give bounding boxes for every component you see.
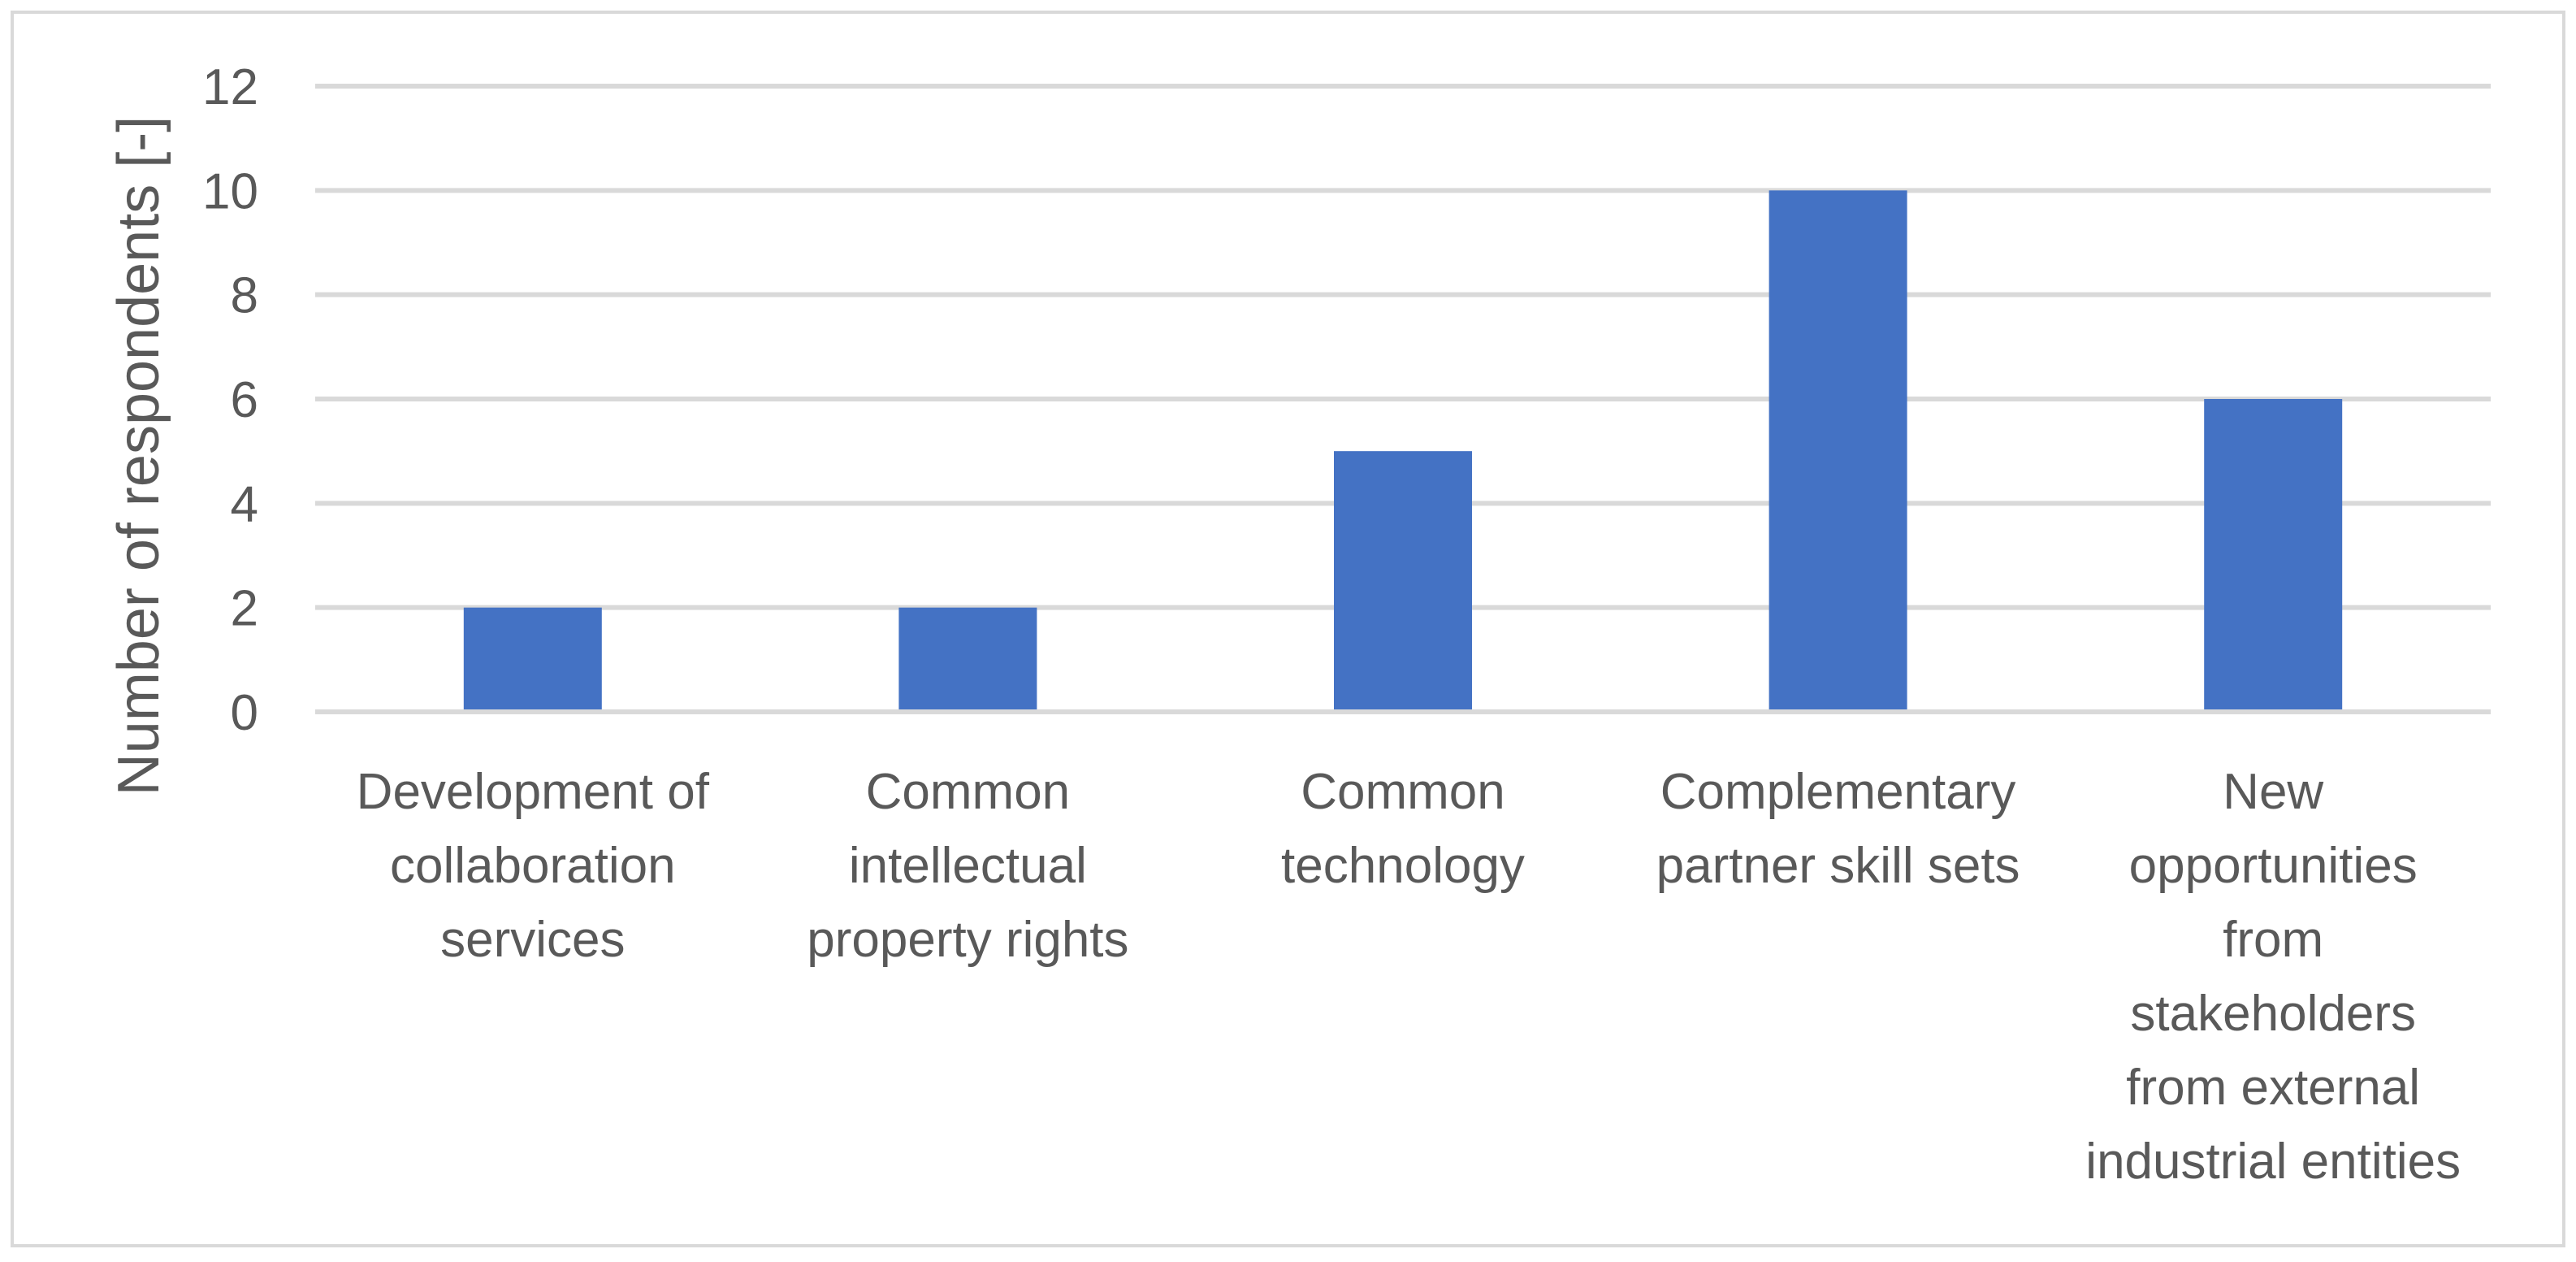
bar — [1769, 190, 1907, 713]
x-tick-label-line: from — [2223, 912, 2323, 968]
x-tick-labels: Development of collaboration services Commo… — [357, 764, 2461, 1190]
x-tick-label-line: partner skill sets — [1656, 838, 2020, 894]
x-tick-label-line: collaboration — [390, 838, 676, 894]
x-tick-label-line: Complementary — [1660, 764, 2016, 820]
y-tick-label: 2 — [231, 581, 258, 637]
x-tick-label-line: Development of — [357, 764, 710, 820]
x-tick-label-line: services — [440, 912, 625, 968]
x-tick-label-line: Common — [1301, 764, 1505, 820]
y-tick-label: 12 — [202, 59, 258, 115]
x-tick-label-line: intellectual — [849, 838, 1087, 894]
x-tick-label: Common technology — [1281, 764, 1525, 894]
x-tick-label-line: opportunities — [2129, 838, 2418, 894]
x-tick-label-line: property rights — [807, 912, 1128, 968]
x-tick-label-line: technology — [1281, 838, 1525, 894]
y-tick-label: 6 — [231, 372, 258, 428]
x-tick-label: Complementary partner skill sets — [1656, 764, 2020, 894]
x-tick-label-line: New — [2223, 764, 2323, 820]
bar — [1334, 451, 1472, 712]
y-tick-labels: 0 2 4 6 8 10 12 — [202, 59, 258, 741]
y-tick-label: 0 — [231, 685, 258, 741]
x-tick-label: Development of collaboration services — [357, 764, 710, 968]
x-tick-label: Common intellectual property rights — [807, 764, 1128, 968]
bars — [315, 190, 2491, 714]
bar — [898, 607, 1037, 712]
y-tick-label: 4 — [231, 476, 258, 532]
y-tick-label: 10 — [202, 163, 258, 219]
y-tick-label: 8 — [231, 268, 258, 324]
x-tick-label-line: stakeholders — [2130, 986, 2416, 1042]
x-tick-label: New opportunities from stakeholders from ext… — [2085, 764, 2461, 1190]
bar — [463, 607, 602, 712]
chart-border — [11, 11, 2565, 1247]
y-axis-label: Number of respondents [-] — [106, 116, 171, 796]
x-tick-label-line: Common — [866, 764, 1071, 820]
bar — [2204, 399, 2343, 712]
x-tick-label-line: from external — [2126, 1060, 2420, 1116]
x-tick-label-line: industrial entities — [2085, 1134, 2461, 1190]
